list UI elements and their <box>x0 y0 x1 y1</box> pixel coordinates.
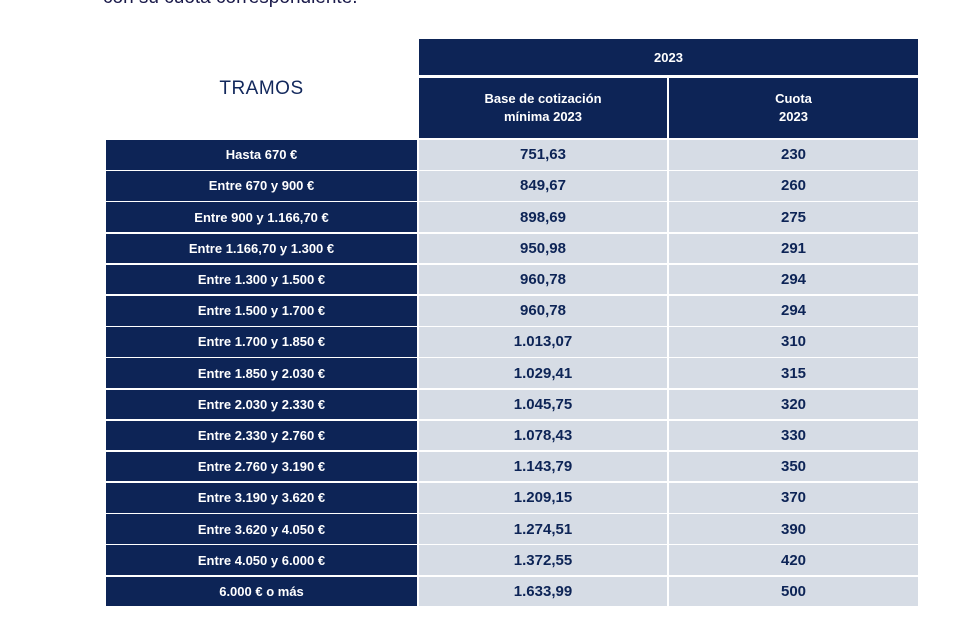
base-cotizacion-cell: 960,78 <box>419 264 667 295</box>
base-cotizacion-cell: 849,67 <box>419 171 667 201</box>
tramo-cell: Entre 1.166,70 y 1.300 € <box>106 233 417 264</box>
tramo-cell: Entre 1.500 y 1.700 € <box>106 295 417 326</box>
tramo-cell: Entre 1.300 y 1.500 € <box>106 264 417 295</box>
base-header-line1: Base de cotización <box>484 91 602 106</box>
base-cotizacion-cell: 1.372,55 <box>419 545 667 576</box>
base-cotizacion-cell: 1.013,07 <box>419 327 667 357</box>
cuota-cell: 330 <box>669 420 918 451</box>
base-cotizacion-cell: 1.633,99 <box>419 576 667 607</box>
table-row: Hasta 670 €751,63 230 <box>106 140 918 170</box>
table-row: Entre 4.050 y 6.000 €1.372,55 420 <box>106 545 918 576</box>
year-header: 2023 <box>419 39 918 75</box>
tramos-title: TRAMOS <box>219 77 304 99</box>
tramo-cell: Entre 3.190 y 3.620 € <box>106 483 417 513</box>
cuota-cell: 294 <box>669 264 918 295</box>
cuota-cell: 260 <box>669 171 918 201</box>
cuota-cell: 370 <box>669 483 918 513</box>
base-cotizacion-cell: 1.143,79 <box>419 451 667 482</box>
cuota-cell: 230 <box>669 140 918 170</box>
tramo-cell: Entre 2.760 y 3.190 € <box>106 451 417 482</box>
table-row: Entre 1.500 y 1.700 €960,78 294 <box>106 295 918 326</box>
table-row: Entre 1.700 y 1.850 €1.013,07 310 <box>106 327 918 357</box>
base-column-header: Base de cotización mínima 2023 <box>419 78 667 138</box>
cuota-cell: 350 <box>669 451 918 482</box>
table-row: 6.000 € o más 1.633,99 500 <box>106 576 918 607</box>
tramo-cell: Entre 670 y 900 € <box>106 171 417 201</box>
base-cotizacion-cell: 1.209,15 <box>419 483 667 513</box>
base-cotizacion-cell: 1.274,51 <box>419 514 667 544</box>
table-row: Entre 3.190 y 3.620 €1.209,15 370 <box>106 483 918 513</box>
tramo-cell: Entre 2.330 y 2.760 € <box>106 420 417 451</box>
cuota-cell: 500 <box>669 576 918 607</box>
base-cotizacion-cell: 960,78 <box>419 295 667 326</box>
cuota-cell: 310 <box>669 327 918 357</box>
base-cotizacion-cell: 1.029,41 <box>419 358 667 388</box>
cuota-header-line2: 2023 <box>779 109 808 124</box>
table-row: Entre 900 y 1.166,70 €898,69 275 <box>106 202 918 232</box>
base-cotizacion-cell: 751,63 <box>419 140 667 170</box>
base-cotizacion-cell: 950,98 <box>419 233 667 264</box>
table-row: Entre 3.620 y 4.050 €1.274,51 390 <box>106 514 918 544</box>
tramo-cell: Entre 4.050 y 6.000 € <box>106 545 417 576</box>
cuota-cell: 294 <box>669 295 918 326</box>
table-row: Entre 2.760 y 3.190 €1.143,79 350 <box>106 451 918 482</box>
table-row: Entre 2.330 y 2.760 €1.078,43 330 <box>106 420 918 451</box>
tramo-cell: Hasta 670 € <box>106 140 417 170</box>
intro-text: con su cuota correspondiente. <box>103 0 358 9</box>
table-row: Entre 1.166,70 y 1.300 €950,98 291 <box>106 233 918 264</box>
cuota-cell: 291 <box>669 233 918 264</box>
base-cotizacion-cell: 898,69 <box>419 202 667 232</box>
tramo-cell: Entre 1.700 y 1.850 € <box>106 327 417 357</box>
tramo-cell: Entre 2.030 y 2.330 € <box>106 389 417 420</box>
table-body: Hasta 670 €751,63 230 Entre 670 y 900 €849… <box>106 140 918 608</box>
base-header-line2: mínima 2023 <box>503 109 583 124</box>
cuota-cell: 315 <box>669 358 918 388</box>
table-row: Entre 670 y 900 €849,67 260 <box>106 171 918 201</box>
tramo-cell: Entre 900 y 1.166,70 € <box>106 202 417 232</box>
table-row: Entre 1.300 y 1.500 €960,78 294 <box>106 264 918 295</box>
cuota-column-header: Cuota 2023 <box>669 78 918 138</box>
cuota-cell: 390 <box>669 514 918 544</box>
tramo-cell: Entre 1.850 y 2.030 € <box>106 358 417 388</box>
cuota-cell: 420 <box>669 545 918 576</box>
table-row: Entre 1.850 y 2.030 €1.029,41 315 <box>106 358 918 388</box>
table-row: Entre 2.030 y 2.330 €1.045,75 320 <box>106 389 918 420</box>
cuota-cell: 320 <box>669 389 918 420</box>
tramo-cell: 6.000 € o más <box>106 576 417 607</box>
base-cotizacion-cell: 1.078,43 <box>419 420 667 451</box>
cuota-header-line1: Cuota <box>775 91 812 106</box>
tramo-cell: Entre 3.620 y 4.050 € <box>106 514 417 544</box>
cuota-cell: 275 <box>669 202 918 232</box>
base-cotizacion-cell: 1.045,75 <box>419 389 667 420</box>
